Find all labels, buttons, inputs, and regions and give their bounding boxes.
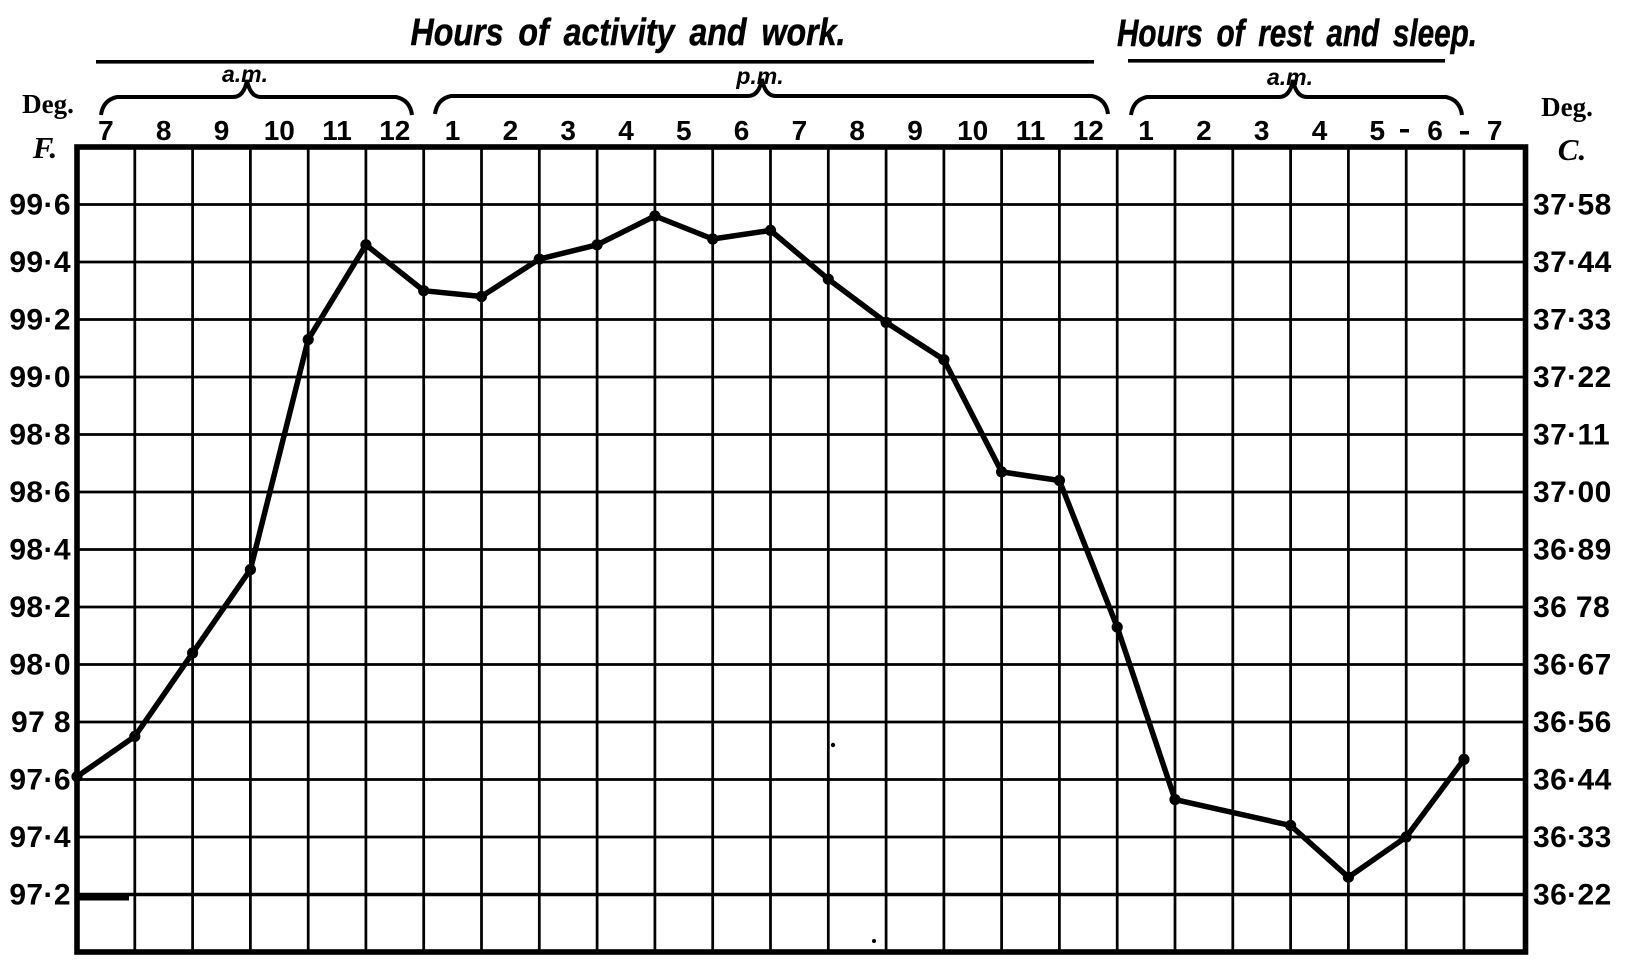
svg-text:6: 6 [734, 115, 750, 146]
svg-text:97·4: 97·4 [9, 821, 71, 854]
svg-text:98·8: 98·8 [9, 419, 71, 452]
svg-text:C.: C. [1558, 132, 1586, 167]
svg-text:99·4: 99·4 [9, 246, 71, 279]
svg-text:10: 10 [957, 115, 988, 146]
svg-text:9: 9 [214, 115, 230, 146]
svg-text:37·00: 37·00 [1533, 476, 1612, 509]
svg-text:4: 4 [618, 115, 634, 146]
svg-text:10: 10 [264, 115, 295, 146]
svg-text:F.: F. [32, 130, 57, 165]
svg-text:97·6: 97·6 [9, 764, 71, 797]
svg-text:Deg.: Deg. [1541, 92, 1593, 122]
svg-text:36·89: 36·89 [1533, 534, 1612, 567]
svg-text:8: 8 [156, 115, 172, 146]
svg-text:9: 9 [907, 115, 923, 146]
svg-text:1: 1 [445, 115, 461, 146]
svg-text:a.m.: a.m. [222, 61, 268, 87]
svg-text:Deg.: Deg. [22, 89, 74, 119]
svg-text:2: 2 [503, 115, 519, 146]
svg-text:a.m.: a.m. [1267, 64, 1313, 90]
svg-text:7: 7 [98, 115, 114, 146]
svg-text:97 8: 97 8 [11, 706, 71, 739]
svg-text:7: 7 [1487, 115, 1503, 146]
svg-text:98·4: 98·4 [9, 534, 71, 567]
svg-text:37·11: 37·11 [1533, 419, 1610, 452]
svg-text:37·22: 37·22 [1533, 361, 1612, 394]
svg-text:36·56: 36·56 [1533, 706, 1612, 739]
svg-text:99·6: 99·6 [9, 189, 71, 222]
svg-text:12: 12 [1073, 115, 1104, 146]
svg-text:37·58: 37·58 [1533, 189, 1612, 222]
svg-text:2: 2 [1196, 115, 1212, 146]
svg-text:Hours of activity and work.: Hours of activity and work. [411, 12, 846, 54]
svg-text:1: 1 [1138, 115, 1154, 146]
svg-text:98·6: 98·6 [9, 476, 71, 509]
svg-text:99·0: 99·0 [9, 361, 71, 394]
svg-text:36 78: 36 78 [1533, 591, 1610, 624]
svg-text:p.m.: p.m. [735, 63, 783, 89]
svg-text:11: 11 [1016, 115, 1046, 146]
svg-text:36·33: 36·33 [1533, 821, 1612, 854]
svg-text:37·33: 37·33 [1533, 304, 1612, 337]
svg-text:6: 6 [1427, 115, 1443, 146]
svg-text:3: 3 [1254, 115, 1270, 146]
svg-text:7: 7 [792, 115, 808, 146]
svg-text:4: 4 [1312, 115, 1328, 146]
svg-text:97·2: 97·2 [9, 879, 71, 912]
svg-text:8: 8 [849, 115, 865, 146]
svg-text:5: 5 [676, 115, 692, 146]
svg-text:3: 3 [560, 115, 576, 146]
svg-text:11: 11 [322, 115, 352, 146]
svg-text:5: 5 [1370, 115, 1386, 146]
svg-text:98·0: 98·0 [9, 649, 71, 682]
svg-text:12: 12 [379, 115, 410, 146]
svg-text:36·22: 36·22 [1533, 879, 1612, 912]
svg-text:37·44: 37·44 [1533, 246, 1612, 279]
svg-text:36·67: 36·67 [1533, 649, 1612, 682]
svg-text:Hours of rest and sleep.: Hours of rest and sleep. [1117, 13, 1477, 55]
svg-text:36·44: 36·44 [1533, 764, 1612, 797]
svg-text:98·2: 98·2 [9, 591, 71, 624]
svg-text:99·2: 99·2 [9, 304, 71, 337]
